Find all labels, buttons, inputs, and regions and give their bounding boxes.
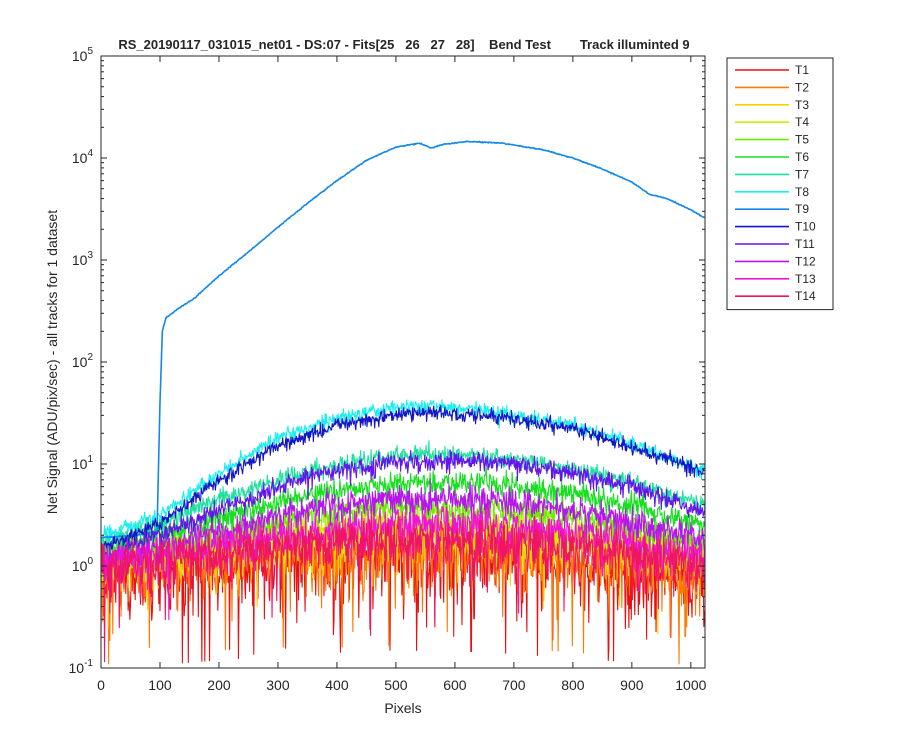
y-tick-label: 103	[72, 250, 94, 268]
legend-label-t6: T6	[795, 150, 809, 164]
legend-label-t4: T4	[795, 115, 809, 129]
y-tick-label: 102	[72, 352, 94, 370]
legend-label-t14: T14	[795, 289, 816, 303]
x-tick-label: 1000	[675, 677, 706, 693]
legend-label-t7: T7	[795, 167, 809, 181]
series-line-t7	[100, 440, 705, 555]
x-tick-label: 900	[620, 677, 644, 693]
series-line-t6	[100, 465, 705, 566]
legend-label-t1: T1	[795, 63, 809, 77]
legend-label-t5: T5	[795, 133, 809, 147]
legend-label-t9: T9	[795, 202, 809, 216]
legend-label-t13: T13	[795, 272, 816, 286]
legend-label-t3: T3	[795, 98, 809, 112]
legend-box	[726, 57, 834, 311]
series-line-t10	[100, 404, 705, 554]
y-tick-label: 10-1	[69, 658, 94, 676]
y-tick-label: 104	[72, 148, 94, 166]
series-group	[100, 140, 705, 665]
x-tick-label: 200	[207, 677, 231, 693]
chart-title: RS_20190117_031015_net01 - DS:07 - Fits[…	[118, 37, 689, 52]
legend-label-t11: T11	[795, 237, 815, 251]
series-line-t11	[100, 449, 705, 570]
x-tick-label: 400	[325, 677, 349, 693]
series-line-t14	[100, 511, 705, 663]
x-tick-label: 300	[266, 677, 290, 693]
y-tick-label: 105	[72, 46, 94, 64]
legend: T1 T2 T3 T4 T5 T6 T7 T8 T9 T10 T11 T12 T13 T14	[726, 57, 834, 311]
legend-label-t10: T10	[795, 220, 816, 234]
series-line-t12	[100, 479, 705, 575]
x-tick-label: 0	[97, 677, 105, 693]
y-axis: 10-1 100 101 102 103 104 105	[69, 46, 705, 676]
x-tick-label: 700	[502, 677, 526, 693]
x-tick-label: 600	[443, 677, 467, 693]
series-line-t9	[100, 140, 705, 539]
x-tick-label: 800	[561, 677, 585, 693]
legend-label-t12: T12	[795, 254, 816, 268]
x-axis-label: Pixels	[384, 700, 421, 716]
x-tick-label: 100	[148, 677, 172, 693]
series-line-t8	[100, 399, 705, 544]
legend-label-t8: T8	[795, 185, 809, 199]
y-axis-label: Net Signal (ADU/pix/sec) - all tracks fo…	[44, 210, 60, 514]
y-tick-label: 101	[72, 454, 94, 472]
y-tick-label: 100	[72, 556, 94, 574]
x-axis: 0 100 200 300 400 500 600 700 800 900 1000	[97, 56, 707, 693]
x-tick-label: 500	[384, 677, 408, 693]
legend-label-t2: T2	[795, 80, 809, 94]
